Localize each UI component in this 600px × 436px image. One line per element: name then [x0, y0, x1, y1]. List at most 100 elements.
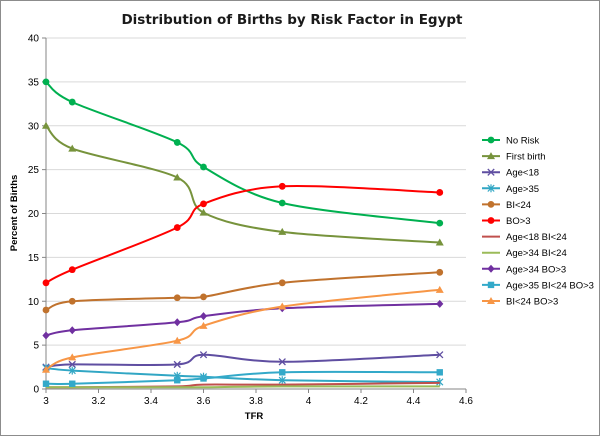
legend-item-bo-3: BO>3 [482, 216, 531, 227]
legend-label: Age>34 BI<24 [506, 248, 567, 259]
legend-label: First birth [506, 152, 546, 163]
y-tick-label: 20 [28, 209, 40, 220]
series-no-risk [42, 78, 444, 227]
y-tick-label: 5 [33, 341, 39, 352]
series-age-18 [42, 351, 444, 371]
series-line [45, 81, 440, 225]
y-axis-label: Percent of Births [9, 175, 20, 252]
y-tick-label: 30 [28, 121, 40, 132]
x-tick-label: 4.6 [459, 396, 473, 407]
legend-label: Age>35 [506, 184, 539, 195]
data-point [68, 297, 76, 305]
y-tick-labels: 0 5 10 15 20 25 30 35 40 [28, 34, 40, 396]
gridlines [46, 37, 466, 346]
legend-label: BI<24 BO>3 [506, 297, 558, 308]
x-tick-label: 3.8 [249, 396, 263, 407]
legend-label: Age>35 BI<24 BO>3 [506, 280, 594, 291]
data-point [278, 199, 286, 207]
y-tick-label: 25 [28, 165, 40, 176]
series-bo-3 [42, 182, 444, 287]
data-point [68, 360, 76, 369]
data-point [69, 380, 76, 387]
x-tick-label: 3.6 [197, 396, 211, 407]
legend-label: Age<18 BI<24 [506, 232, 567, 243]
data-point [42, 365, 50, 373]
data-point [68, 266, 76, 274]
x-tick-label: 3.2 [92, 396, 106, 407]
data-point [42, 121, 50, 129]
legend-item-first-birth: First birth [482, 152, 546, 163]
legend-label: BO>3 [506, 216, 531, 227]
series-line [45, 302, 440, 337]
data-point [68, 353, 77, 361]
y-tick-label: 10 [28, 297, 40, 308]
legend-marker [487, 152, 495, 160]
series-age-34-bi-24 [46, 385, 440, 389]
data-point [199, 312, 208, 321]
data-point [200, 293, 207, 301]
series-age-35-bi-24-bo-3 [42, 369, 443, 387]
y-tick-label: 40 [28, 34, 40, 45]
legend-label: No Risk [506, 136, 540, 147]
data-point [42, 306, 50, 314]
data-point [173, 224, 181, 231]
data-point [174, 377, 181, 384]
data-point [278, 302, 287, 310]
data-point [435, 238, 444, 246]
y-tick-label: 35 [28, 77, 40, 88]
data-point [199, 208, 208, 216]
data-point [436, 351, 444, 359]
series-line [46, 385, 440, 389]
data-point [173, 336, 182, 344]
legend-item-bi-24-bo-3: BI<24 BO>3 [482, 297, 558, 308]
data-point [42, 78, 50, 86]
data-point [68, 98, 76, 106]
data-point [173, 360, 181, 369]
legend-label: Age<18 [506, 168, 539, 179]
data-point [173, 173, 182, 181]
legend-item-age-18: Age<18 [482, 168, 539, 179]
series-bi-24 [42, 268, 444, 314]
x-tick-label: 4.2 [354, 396, 368, 407]
legend-marker [487, 297, 495, 304]
x-tick-label: 3.4 [144, 396, 158, 407]
data-point [68, 326, 76, 335]
data-point [435, 285, 444, 293]
series-line [45, 125, 440, 244]
data-point [279, 369, 286, 376]
legend-label: Age>34 BO>3 [506, 264, 566, 275]
legend-item-age-34-bi-24: Age>34 BI<24 [482, 248, 567, 259]
data-point [436, 189, 444, 196]
x-axis-label: TFR [245, 411, 264, 422]
legend-item-age-18-bi-24: Age<18 BI<24 [482, 232, 567, 243]
axes [42, 37, 467, 393]
x-tick-labels: 3 3.2 3.4 3.6 3.8 4 4.2 4.4 4.6 [43, 396, 473, 407]
data-point [42, 279, 50, 287]
legend-marker [487, 217, 495, 224]
data-point [436, 299, 444, 308]
data-point [200, 200, 207, 208]
series-line [45, 353, 440, 369]
data-point [436, 369, 443, 376]
series-line [45, 185, 440, 284]
data-point [200, 375, 207, 382]
data-point [68, 144, 77, 152]
legend-marker [487, 201, 495, 208]
data-point [278, 376, 286, 385]
legend-marker [487, 264, 495, 273]
legend-marker [487, 168, 495, 176]
data-point [173, 139, 181, 146]
data-point [278, 182, 286, 190]
series-bi-24-bo-3 [42, 285, 444, 373]
x-tick-label: 4 [306, 396, 312, 407]
data-point [278, 279, 286, 287]
data-point [278, 227, 287, 235]
data-point [278, 358, 286, 366]
legend-item-age-35-bi-24-bo-3: Age>35 BI<24 BO>3 [482, 280, 594, 291]
legend-item-no-risk: No Risk [482, 136, 540, 147]
series-first-birth [42, 121, 444, 246]
data-point [436, 219, 444, 227]
chart-title: Distribution of Births by Risk Factor in… [121, 12, 463, 28]
